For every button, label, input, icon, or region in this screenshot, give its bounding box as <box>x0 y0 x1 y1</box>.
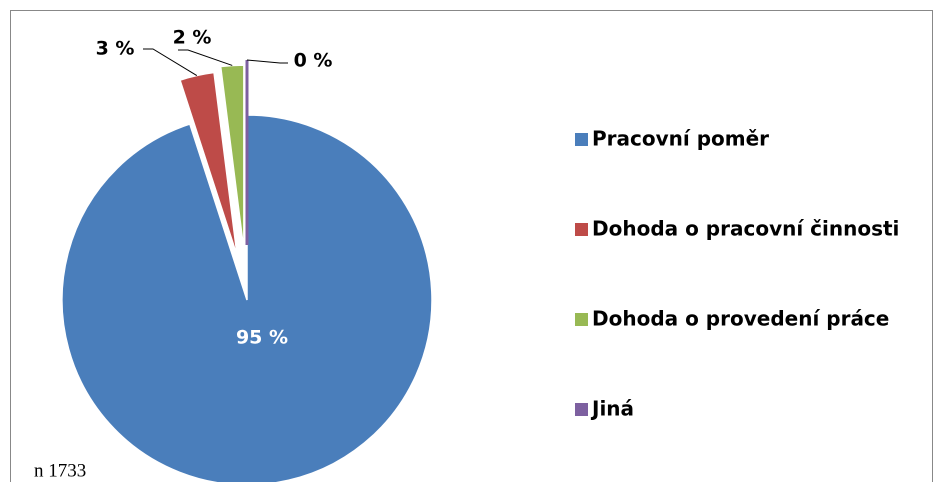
legend-swatch <box>575 313 588 326</box>
legend-swatch <box>575 133 588 146</box>
data-label: 0 % <box>294 50 333 72</box>
leader-line <box>178 49 233 66</box>
legend-label: Dohoda o provedení práce <box>592 307 889 331</box>
chart-border <box>10 10 933 482</box>
data-label: 3 % <box>96 38 135 60</box>
legend-label: Pracovní poměr <box>592 127 769 151</box>
legend-swatch <box>575 403 588 416</box>
annotation: n 1733 <box>34 460 86 481</box>
data-label: 95 % <box>236 327 288 349</box>
data-label: 2 % <box>173 27 212 49</box>
leader-line <box>246 59 288 64</box>
pie-slice <box>61 114 433 482</box>
leader-line <box>143 48 198 76</box>
legend-label: Dohoda o pracovní činnosti <box>592 217 899 241</box>
legend-label: Jiná <box>590 397 634 421</box>
legend-swatch <box>575 223 588 236</box>
